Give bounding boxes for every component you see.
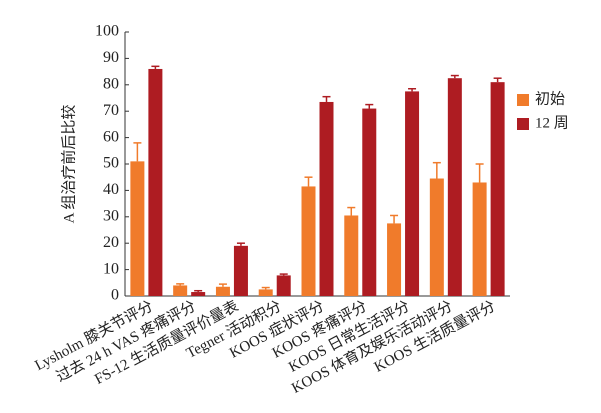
y-axis-label: A 组治疗前后比较 [59, 105, 77, 224]
bar [173, 285, 188, 296]
bar [233, 245, 248, 296]
error-bar [133, 142, 142, 162]
y-tick-label: 80 [103, 75, 119, 92]
error-bar [365, 103, 374, 109]
error-bar [408, 88, 417, 92]
error-bar [432, 161, 441, 179]
error-bar [475, 163, 484, 183]
legend-label: 12 周 [535, 114, 569, 131]
error-bar [493, 77, 502, 83]
bar [490, 82, 505, 296]
bar [276, 275, 291, 296]
bar [301, 186, 316, 296]
bar [130, 161, 145, 296]
bar [258, 289, 273, 296]
error-bar [347, 206, 356, 216]
y-tick-label: 50 [103, 155, 119, 172]
bar [387, 223, 402, 296]
error-bar [322, 95, 331, 102]
legend-swatch [517, 94, 529, 106]
bar [447, 78, 462, 296]
error-bar [261, 286, 270, 290]
y-tick-label: 60 [103, 128, 119, 145]
error-bar [450, 74, 459, 79]
bar [191, 292, 206, 296]
y-tick-label: 20 [103, 234, 119, 251]
bar [344, 215, 359, 296]
bar [429, 178, 444, 296]
error-bar [194, 289, 203, 293]
error-bar [279, 273, 288, 276]
y-tick-label: 10 [103, 260, 119, 277]
y-tick-label: 30 [103, 207, 119, 224]
error-bar [218, 283, 227, 287]
bar [215, 286, 230, 296]
y-tick-label: 70 [103, 102, 119, 119]
y-tick-label: 40 [103, 181, 119, 198]
bar [148, 68, 163, 297]
error-bar [176, 283, 185, 286]
legend-swatch [517, 118, 529, 130]
legend-label: 初始 [535, 90, 565, 107]
y-tick-label: 0 [111, 287, 119, 304]
error-bar [304, 176, 313, 187]
bar [362, 108, 377, 296]
error-bar [236, 242, 245, 246]
y-tick-label: 100 [95, 23, 119, 40]
bar [319, 101, 334, 297]
y-tick-label: 90 [103, 49, 119, 66]
error-bar [390, 214, 399, 224]
error-bar [151, 65, 160, 69]
bar [405, 91, 420, 297]
bar [472, 182, 487, 296]
